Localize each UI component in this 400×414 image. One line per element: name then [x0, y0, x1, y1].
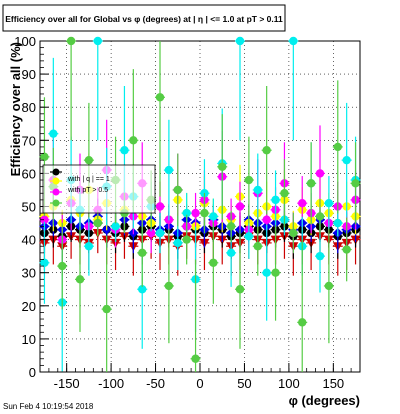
x-tick-label: 100: [278, 376, 300, 391]
data-point: [324, 281, 334, 291]
data-point: [200, 208, 209, 218]
y-tick-label: 50: [22, 200, 36, 215]
y-tick-label: 70: [22, 133, 36, 148]
data-point: [173, 185, 182, 195]
data-point: [235, 36, 245, 46]
y-tick-label: 0: [29, 365, 36, 380]
data-point: [262, 146, 271, 155]
y-axis-label: Efficiency over all (%): [8, 42, 23, 176]
data-point: [66, 36, 76, 46]
data-point: [155, 228, 165, 238]
legend-marker: [52, 168, 60, 176]
data-point: [235, 285, 245, 294]
data-point: [262, 268, 271, 277]
data-point: [191, 208, 200, 218]
data-point: [138, 248, 147, 258]
x-tick-label: 50: [237, 376, 251, 391]
data-point: [271, 195, 280, 205]
data-point: [244, 175, 254, 185]
data-point: [351, 179, 360, 188]
data-point: [315, 169, 325, 178]
data-point: [298, 318, 307, 327]
data-point: [333, 218, 342, 228]
legend-entry-2: with pT > 0.5: [67, 187, 108, 194]
data-point: [164, 165, 174, 175]
legend-marker: [52, 188, 60, 196]
data-point: [58, 261, 67, 271]
data-point: [93, 36, 102, 46]
data-point: [209, 212, 218, 221]
data-point: [342, 245, 351, 254]
data-point: [173, 238, 182, 248]
data-point: [342, 155, 351, 165]
data-point: [298, 198, 307, 208]
data-point: [226, 222, 236, 231]
y-tick-label: 60: [22, 166, 36, 181]
legend-entry-1: with | q | == 1: [67, 176, 110, 183]
data-point: [49, 129, 58, 138]
x-axis-label: φ (degrees): [289, 393, 360, 408]
data-point: [40, 152, 49, 162]
data-point: [271, 268, 280, 277]
y-tick-label: 90: [22, 67, 36, 82]
data-point: [289, 36, 298, 46]
timestamp: Sun Feb 4 10:19:54 2018: [3, 402, 94, 411]
y-tick-label: 40: [22, 233, 36, 248]
data-point: [253, 242, 262, 251]
data-point: [226, 248, 236, 258]
data-point: [84, 155, 94, 165]
data-point: [75, 275, 85, 284]
data-point: [333, 142, 342, 152]
y-tick-label: 80: [22, 100, 36, 115]
data-point: [235, 202, 245, 211]
legend-marker: [52, 199, 60, 207]
x-tick-label: 150: [322, 376, 344, 391]
legend-marker: [52, 177, 60, 185]
x-tick-label: 0: [196, 376, 203, 391]
data-point: [93, 218, 102, 228]
data-point: [120, 146, 129, 155]
data-point: [40, 258, 49, 267]
data-point: [315, 251, 325, 261]
data-point: [155, 93, 165, 102]
data-point: [40, 215, 49, 224]
y-tick-label: 10: [22, 332, 36, 347]
legend-box: [42, 164, 156, 214]
data-point: [129, 136, 138, 145]
y-tick-label: 20: [22, 299, 36, 314]
data-point: [164, 281, 174, 291]
data-point: [253, 185, 262, 195]
data-point: [191, 354, 200, 363]
data-point: [182, 208, 191, 218]
data-point: [262, 215, 271, 224]
x-tick-label: -150: [54, 376, 80, 391]
y-tick-label: 30: [22, 266, 36, 281]
data-point: [182, 235, 191, 244]
data-point: [209, 258, 218, 267]
x-tick-label: -100: [98, 376, 124, 391]
data-point: [244, 232, 254, 241]
data-point: [138, 285, 147, 294]
title-box: [2, 4, 286, 32]
data-point: [155, 202, 165, 211]
data-point: [218, 162, 227, 171]
data-point: [111, 222, 120, 231]
data-point: [324, 198, 334, 208]
y-tick-label: 100: [14, 34, 36, 49]
data-point: [146, 228, 156, 238]
data-point: [102, 304, 111, 314]
data-point: [84, 242, 94, 251]
data-point: [280, 189, 289, 198]
data-point: [289, 228, 298, 238]
data-point: [315, 212, 325, 221]
data-point: [306, 179, 316, 188]
axes: -150 -100 -50 0 50 100 150 0 10 20 30 40 50 60 70 80 90 1…: [14, 34, 361, 391]
x-tick-label: -50: [146, 376, 165, 391]
legend: with | q | == 1 with pT > 0.5: [42, 164, 156, 214]
chart-title: Efficiency over all for Global vs φ (deg…: [5, 14, 283, 24]
